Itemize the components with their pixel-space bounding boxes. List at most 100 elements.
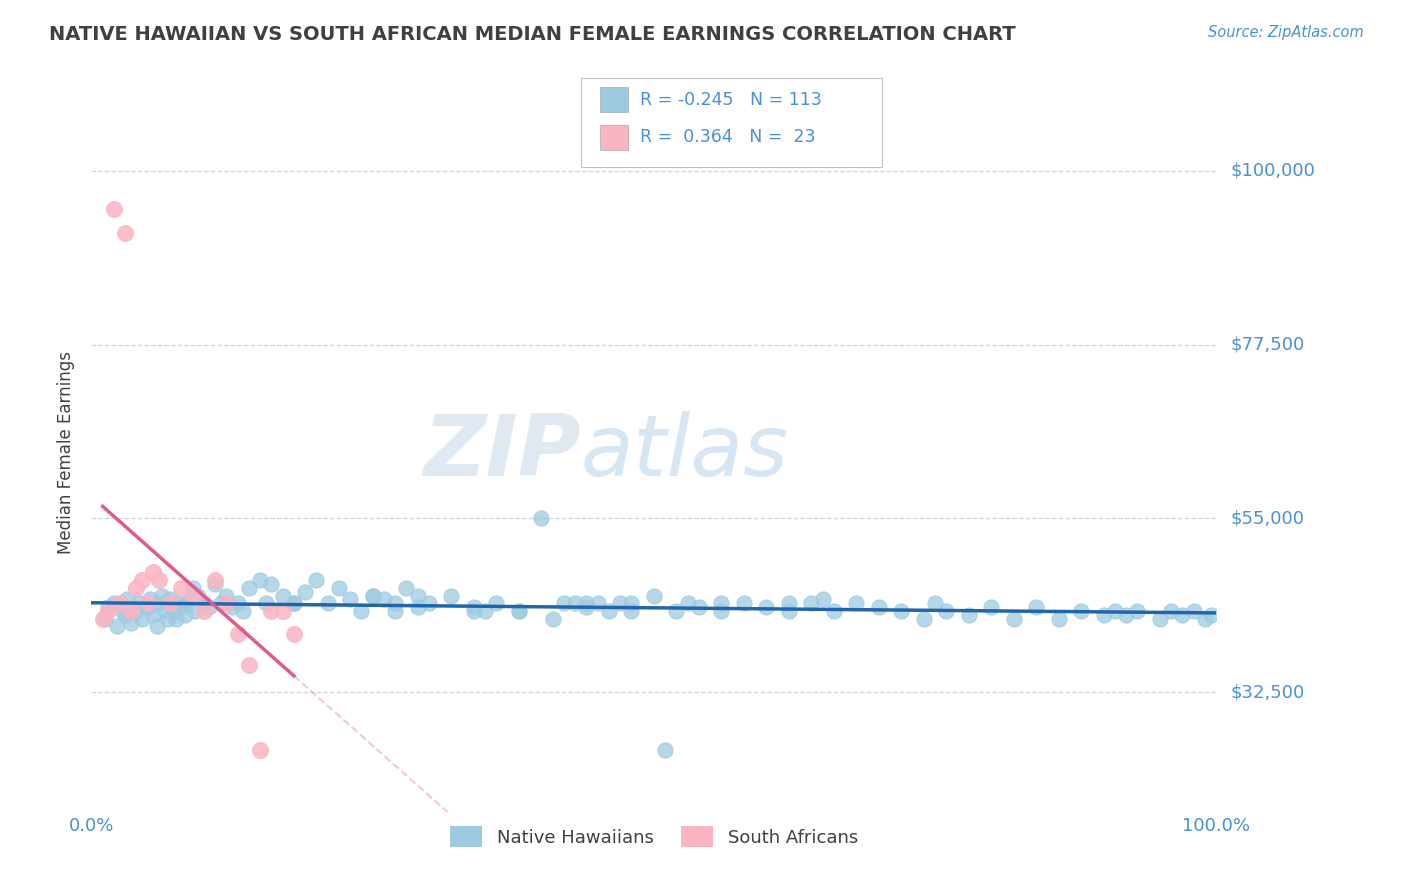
Point [156, 612, 179, 626]
Point [710, 604, 733, 618]
Point [159, 592, 181, 607]
Point [1199, 607, 1222, 622]
Point [508, 604, 530, 618]
Point [823, 604, 845, 618]
Text: Source: ZipAtlas.com: Source: ZipAtlas.com [1208, 25, 1364, 40]
Point [710, 596, 733, 610]
Text: R =  0.364   N =  23: R = 0.364 N = 23 [640, 128, 815, 146]
Point [418, 596, 440, 610]
Point [609, 596, 631, 610]
Point [103, 202, 125, 217]
Point [260, 577, 283, 591]
Point [924, 596, 946, 610]
Text: $55,000: $55,000 [1230, 509, 1305, 527]
Point [575, 596, 598, 610]
Point [586, 596, 609, 610]
Point [283, 627, 305, 641]
Point [1025, 600, 1047, 615]
Point [294, 584, 316, 599]
Point [1092, 607, 1115, 622]
Point [541, 612, 564, 626]
Point [226, 627, 249, 641]
Point [181, 581, 204, 595]
Point [170, 581, 193, 595]
Point [620, 596, 643, 610]
Point [395, 581, 418, 595]
Point [485, 596, 508, 610]
Point [440, 589, 463, 603]
Point [204, 573, 226, 587]
Point [811, 592, 834, 607]
Point [1115, 607, 1137, 622]
Point [97, 604, 120, 618]
Point [755, 600, 778, 615]
Point [209, 596, 232, 610]
Point [184, 604, 207, 618]
Point [221, 600, 243, 615]
Point [232, 604, 254, 618]
Text: NATIVE HAWAIIAN VS SOUTH AFRICAN MEDIAN FEMALE EARNINGS CORRELATION CHART: NATIVE HAWAIIAN VS SOUTH AFRICAN MEDIAN … [49, 25, 1015, 44]
Point [361, 589, 384, 603]
Point [215, 589, 238, 603]
Point [1194, 612, 1216, 626]
Point [384, 596, 406, 610]
Point [173, 607, 195, 622]
Point [868, 600, 890, 615]
Point [350, 604, 373, 618]
Point [778, 596, 800, 610]
Point [654, 743, 676, 757]
Point [120, 615, 142, 630]
Point [215, 596, 238, 610]
Point [114, 607, 136, 622]
Point [125, 604, 148, 618]
Text: $32,500: $32,500 [1230, 683, 1305, 701]
Text: atlas: atlas [581, 411, 789, 494]
Point [108, 596, 131, 610]
Point [1182, 604, 1205, 618]
Point [193, 596, 215, 610]
Point [316, 596, 339, 610]
Point [845, 596, 868, 610]
Point [136, 600, 159, 615]
Point [1104, 604, 1126, 618]
Point [254, 596, 277, 610]
Legend: Native Hawaiians, South Africans: Native Hawaiians, South Africans [443, 819, 865, 855]
Point [136, 596, 159, 610]
Point [226, 596, 249, 610]
Point [162, 604, 184, 618]
Point [800, 596, 823, 610]
Point [643, 589, 665, 603]
Point [153, 604, 176, 618]
Point [148, 573, 170, 587]
Point [1002, 612, 1025, 626]
Text: $100,000: $100,000 [1230, 161, 1315, 180]
Point [553, 596, 575, 610]
Point [890, 604, 912, 618]
Text: ZIP: ZIP [423, 411, 581, 494]
Point [406, 589, 429, 603]
Point [283, 596, 305, 610]
Point [165, 612, 187, 626]
Point [117, 592, 139, 607]
Point [1070, 604, 1092, 618]
Point [406, 600, 429, 615]
Point [105, 619, 128, 633]
Point [249, 743, 271, 757]
Point [283, 596, 305, 610]
Point [260, 604, 283, 618]
Point [176, 596, 198, 610]
Point [361, 589, 384, 603]
Point [384, 604, 406, 618]
Point [114, 226, 136, 240]
Point [170, 600, 193, 615]
Point [249, 573, 271, 587]
Point [142, 607, 165, 622]
Point [238, 581, 260, 595]
Point [508, 604, 530, 618]
Point [957, 607, 980, 622]
Point [271, 604, 294, 618]
Point [111, 604, 134, 618]
Point [150, 589, 173, 603]
Point [131, 612, 153, 626]
Point [530, 511, 553, 525]
